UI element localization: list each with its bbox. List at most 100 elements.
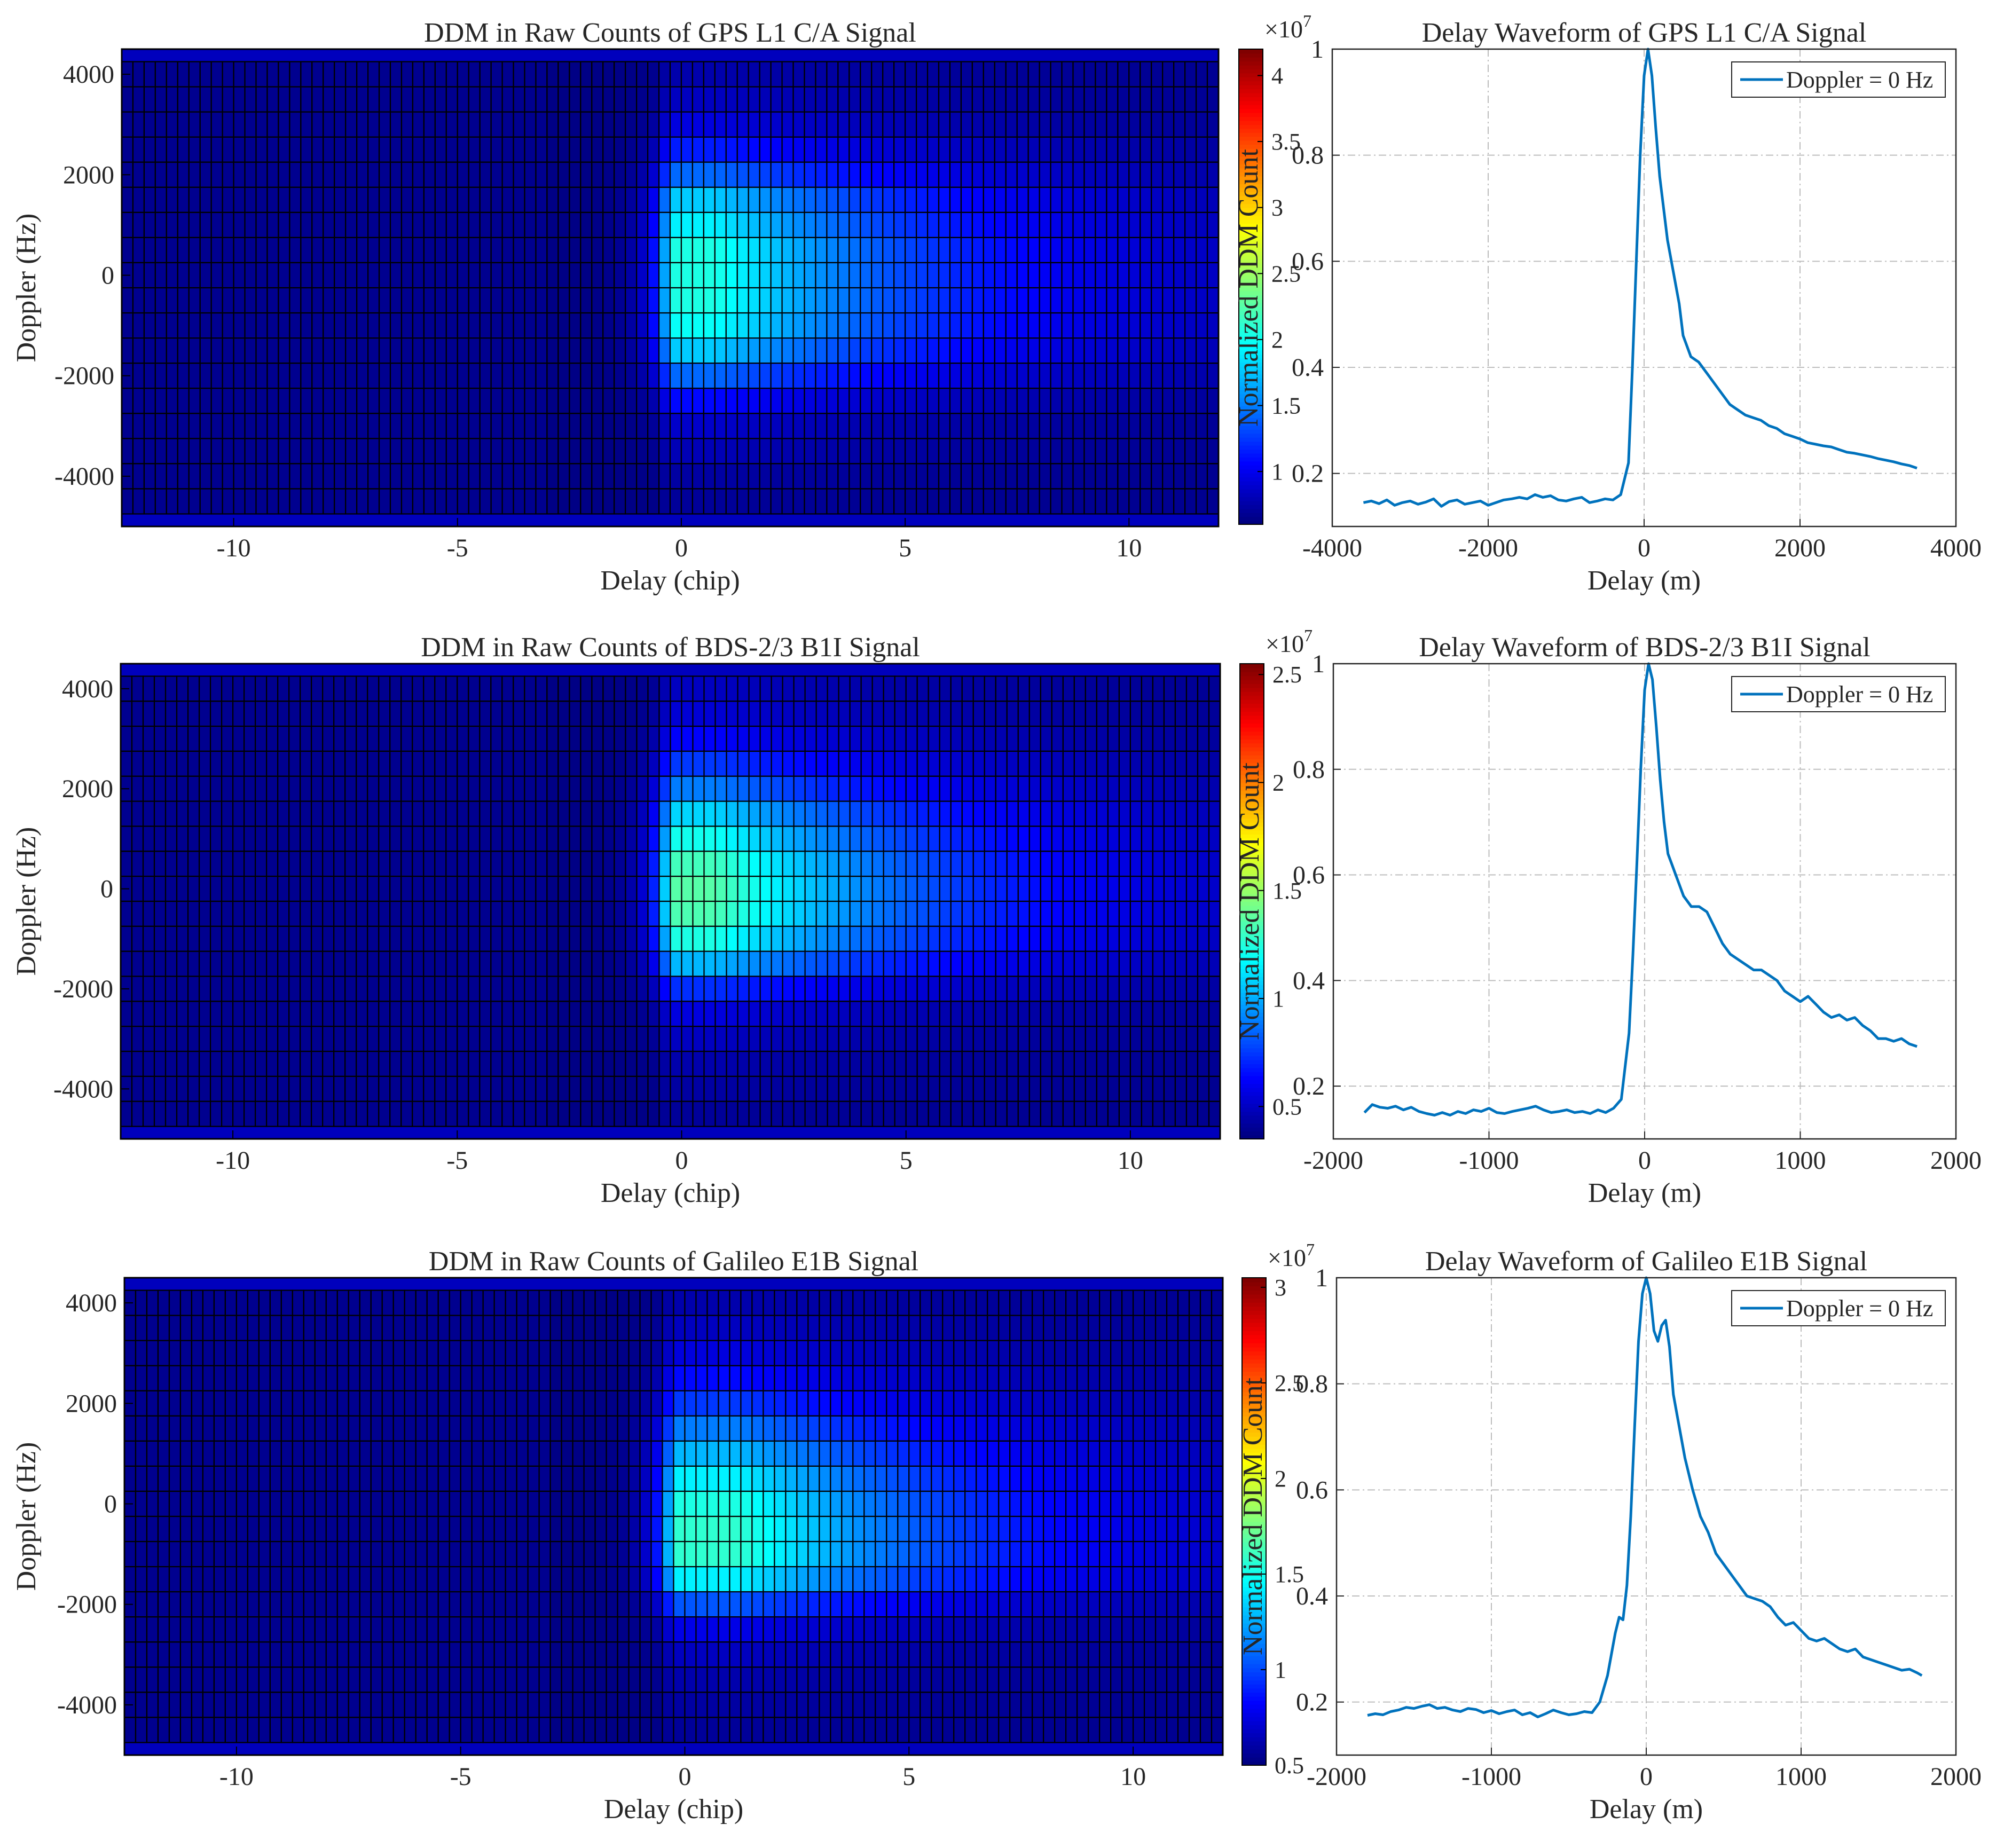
heatmap-cell xyxy=(740,1390,753,1417)
heatmap-cell xyxy=(748,876,761,902)
heatmap-cell xyxy=(1118,1050,1131,1077)
heatmap-cell xyxy=(875,1365,887,1391)
heatmap-cell xyxy=(670,976,682,1002)
heatmap-cell xyxy=(176,750,189,777)
heatmap-cell xyxy=(325,1490,338,1517)
heatmap-cell xyxy=(445,976,458,1002)
heatmap-cell xyxy=(1107,976,1120,1002)
heatmap-cell xyxy=(123,1365,137,1391)
heatmap-cell xyxy=(953,1415,966,1442)
heatmap-cell xyxy=(131,1100,144,1127)
heatmap-cell xyxy=(1076,1415,1089,1442)
heatmap-cell xyxy=(572,1390,585,1417)
colorbar-swatch xyxy=(1240,1131,1264,1136)
heatmap-cell xyxy=(314,1490,327,1517)
heatmap-cell xyxy=(490,925,503,952)
heatmap-cell xyxy=(1195,86,1208,113)
heatmap-cell xyxy=(482,1315,495,1341)
heatmap-cell xyxy=(871,800,884,827)
heatmap-cell xyxy=(614,388,626,414)
heatmap-cell xyxy=(636,388,649,414)
heatmap-cell xyxy=(1208,1075,1221,1102)
heatmap-cell xyxy=(176,851,189,877)
heatmap-cell xyxy=(154,363,167,389)
heatmap-cell xyxy=(860,825,873,852)
heatmap-cell xyxy=(243,900,256,927)
heatmap-cell xyxy=(535,186,548,213)
heatmap-cell xyxy=(580,1075,593,1102)
heatmap-cell xyxy=(826,438,839,465)
heatmap-cell xyxy=(468,237,481,264)
heatmap-cell xyxy=(1166,1515,1179,1543)
heatmap-cell xyxy=(1096,976,1109,1002)
heatmap-cell xyxy=(815,976,828,1002)
heatmap-cell xyxy=(1128,86,1141,113)
heatmap-cell xyxy=(625,211,638,238)
heatmap-cell xyxy=(244,237,257,264)
heatmap-cell xyxy=(782,775,795,802)
heatmap-cell xyxy=(210,111,223,138)
heatmap-cell xyxy=(871,161,884,188)
heatmap-cell xyxy=(434,136,447,163)
heatmap-cell xyxy=(670,800,682,827)
heatmap-cell xyxy=(1005,287,1018,314)
heatmap-cell xyxy=(166,61,178,88)
heatmap-cell xyxy=(569,337,581,364)
heatmap-cell xyxy=(457,262,469,289)
heatmap-cell xyxy=(650,1289,663,1316)
heatmap-cell xyxy=(1051,900,1064,927)
heatmap-cell xyxy=(255,413,268,439)
heatmap-cell xyxy=(647,287,660,314)
heatmap-cell xyxy=(412,701,425,727)
heatmap-cell xyxy=(516,1490,529,1517)
heatmap-cell xyxy=(255,237,268,264)
heatmap-cell xyxy=(848,488,861,515)
colorbar-swatch xyxy=(1239,508,1263,513)
heatmap-cell xyxy=(1016,237,1029,264)
heatmap-cell xyxy=(1083,438,1096,465)
colorbar-swatch xyxy=(1239,223,1263,228)
heatmap-cell xyxy=(437,1540,450,1568)
heatmap-cell xyxy=(449,1540,461,1568)
heatmap-cell xyxy=(1043,1390,1056,1417)
heatmap-cell xyxy=(468,161,481,188)
heatmap-cell xyxy=(1128,463,1141,490)
heatmap-cell xyxy=(1106,413,1119,439)
heatmap-cell xyxy=(479,726,492,752)
colorbar-swatch xyxy=(1240,1024,1264,1029)
heatmap-cell xyxy=(905,825,918,852)
heatmap-cell xyxy=(1174,775,1188,802)
heatmap-cell xyxy=(636,262,649,289)
heatmap-cell xyxy=(412,186,425,213)
heatmap-cell xyxy=(198,900,211,927)
heatmap-cell xyxy=(269,1315,282,1341)
heatmap-cell xyxy=(367,1001,380,1027)
heatmap-cell xyxy=(457,136,469,163)
heatmap-cell xyxy=(120,1100,133,1127)
heatmap-cell xyxy=(557,312,570,339)
heatmap-cell xyxy=(636,1026,649,1052)
heatmap-cell xyxy=(714,701,727,727)
heatmap-cell xyxy=(684,1415,697,1442)
heatmap-cell xyxy=(1009,1390,1022,1417)
heatmap-cell xyxy=(538,1490,551,1517)
heatmap-cell xyxy=(883,800,895,827)
heatmap-cell xyxy=(614,86,626,113)
heatmap-cell xyxy=(269,1440,282,1467)
y-tick-label: 0.2 xyxy=(1292,460,1324,488)
x-axis-label: Delay (m) xyxy=(1588,1178,1701,1208)
heatmap-cell xyxy=(960,463,973,490)
heatmap-cell xyxy=(199,211,212,238)
heatmap-cell xyxy=(1139,413,1152,439)
heatmap-cell xyxy=(1005,463,1018,490)
heatmap-cell xyxy=(759,287,772,314)
heatmap-cell xyxy=(785,1540,798,1568)
heatmap-cell xyxy=(580,701,593,727)
heatmap-cell xyxy=(177,86,190,113)
heatmap-cell xyxy=(213,1315,226,1341)
heatmap-cell xyxy=(815,488,828,515)
heatmap-cell xyxy=(423,211,436,238)
heatmap-cell xyxy=(412,262,425,289)
heatmap-cell xyxy=(897,1465,910,1492)
heatmap-cell xyxy=(479,463,492,490)
